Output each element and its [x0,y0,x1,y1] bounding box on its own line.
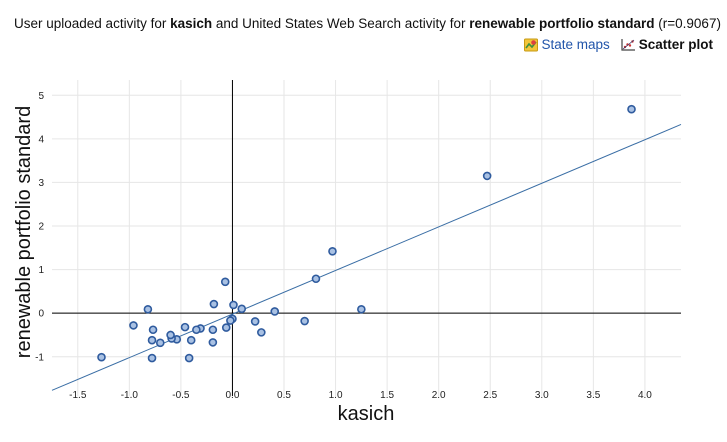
x-tick-label: 2.5 [483,390,497,401]
x-tick-label: 3.0 [535,390,549,401]
x-tick-label: -0.5 [172,390,190,401]
data-point [147,335,157,345]
data-point [328,246,337,256]
data-point [208,325,218,335]
data-point [300,316,309,326]
header-term1: kasich [170,16,213,31]
scatter-plot-icon [620,38,636,52]
header-correlation: (r=0.9067) [654,16,721,31]
data-point [148,325,158,335]
x-tick-label: 3.5 [586,390,600,401]
data-point [311,274,321,284]
x-axis-title: kasich [338,403,395,425]
y-tick-label: -1 [35,352,44,363]
x-tick-label: 4.0 [638,390,652,401]
x-tick-label: 1.5 [380,390,394,401]
data-point [129,321,138,330]
data-points [97,104,636,363]
data-point [155,338,165,348]
state-maps-label: State maps [541,37,610,52]
x-tick-label: -1.0 [121,390,139,401]
data-point [180,322,190,332]
map-icon [524,38,539,52]
chart-header: User uploaded activity for kasich and Un… [14,16,721,31]
data-point [221,323,231,332]
data-point [147,353,157,363]
x-tick-label: 0.5 [277,390,291,401]
data-point [220,277,230,287]
tick-labels: -1.5 -1.0 -0.5 0.0 0.5 1.0 1.5 2.0 2.5 3.0 3.5 4.0 -… [35,91,652,401]
x-tick-label: 1.0 [329,390,343,401]
zero-axes [52,80,681,396]
data-point [184,353,194,363]
data-point [357,304,366,314]
header-term2: renewable portfolio standard [469,16,655,31]
regression-line [51,123,682,391]
data-point [97,352,106,362]
data-point [229,300,238,310]
x-tick-label: 0.0 [225,390,239,401]
y-tick-label: 4 [38,134,44,145]
view-toolbar: State maps Scatter plot [524,37,713,52]
data-point [627,104,636,114]
data-point [226,316,235,325]
y-tick-label: 1 [38,265,44,276]
regression-layer [51,123,682,391]
data-point [143,304,153,314]
data-point [166,330,175,340]
x-tick-label: -1.5 [69,390,87,401]
x-tick-label: 2.0 [432,390,446,401]
y-tick-label: 0 [38,309,44,320]
data-point [209,299,219,309]
data-point [257,328,266,337]
grid-layer [52,80,681,396]
data-point [186,335,196,345]
y-axis-title: renewable portfolio standard [13,106,35,358]
data-point [237,304,247,314]
scatter-plot-label: Scatter plot [638,37,713,52]
y-tick-label: 2 [38,222,44,233]
header-middle: and United States Web Search activity fo… [212,16,470,31]
y-tick-label: 3 [38,178,44,189]
data-point [250,317,260,326]
header-prefix: User uploaded activity for [14,16,171,31]
state-maps-button[interactable]: State maps [524,37,610,52]
data-point [192,325,201,335]
data-point [270,307,280,316]
y-tick-label: 5 [38,91,44,102]
scatter-plot-button[interactable]: Scatter plot [620,37,713,52]
data-point [482,171,492,181]
data-point [208,338,218,347]
